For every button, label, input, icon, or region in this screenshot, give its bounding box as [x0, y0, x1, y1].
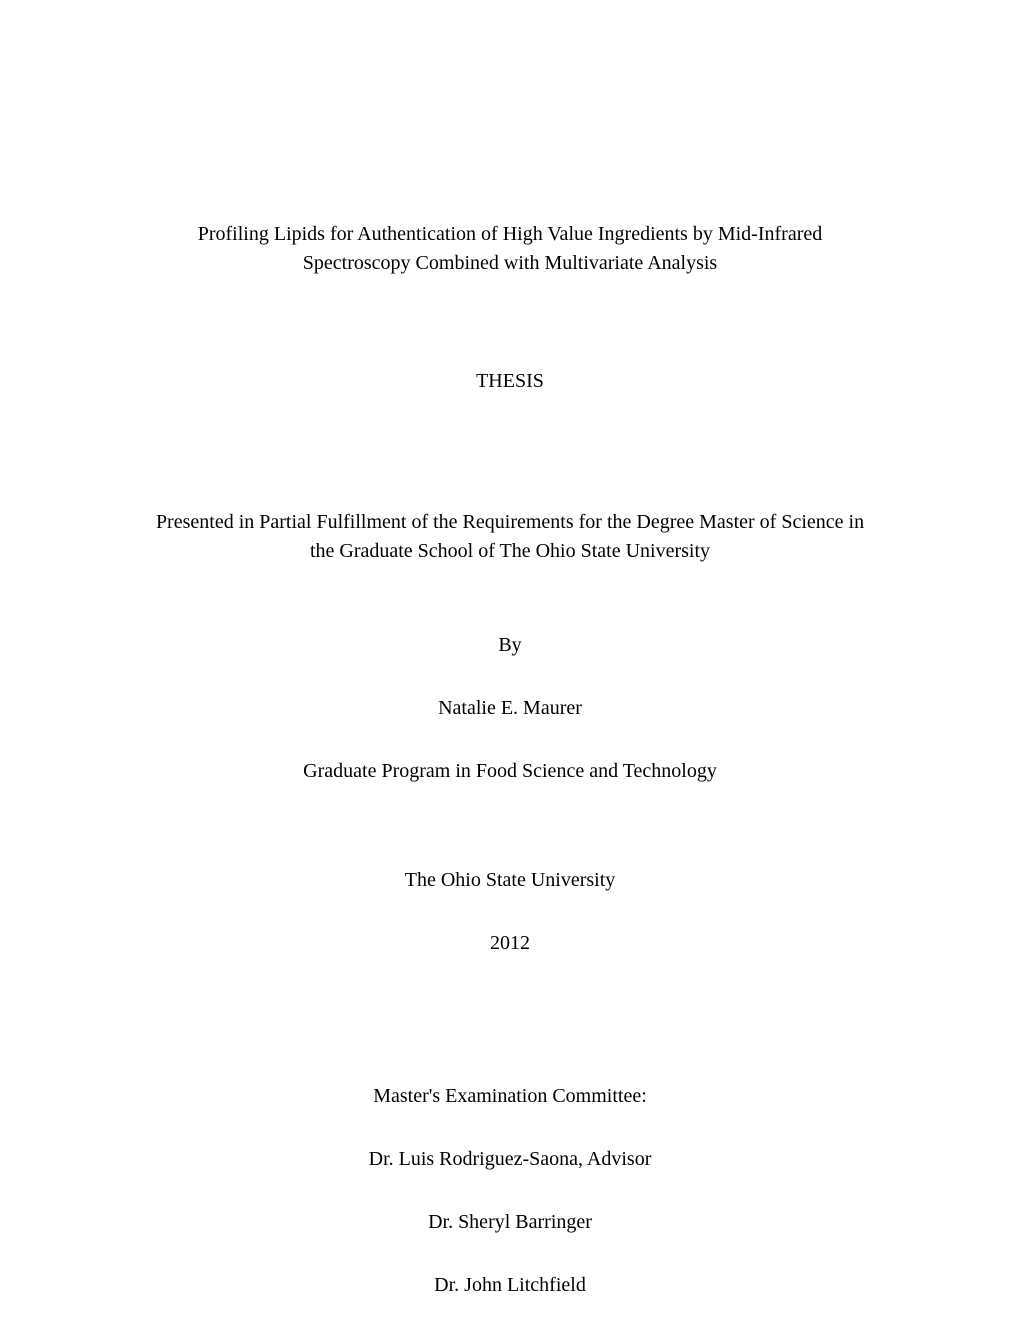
thesis-title-page: Profiling Lipids for Authentication of H…	[130, 220, 890, 1297]
university-name: The Ohio State University	[130, 869, 890, 892]
thesis-title: Profiling Lipids for Authentication of H…	[130, 220, 890, 278]
graduate-program: Graduate Program in Food Science and Tec…	[130, 760, 890, 783]
committee-member-2: Dr. John Litchfield	[130, 1274, 890, 1297]
fulfillment-line-2: the Graduate School of The Ohio State Un…	[130, 537, 890, 566]
year: 2012	[130, 932, 890, 955]
committee-advisor: Dr. Luis Rodriguez-Saona, Advisor	[130, 1148, 890, 1171]
thesis-label: THESIS	[130, 370, 890, 393]
fulfillment-statement: Presented in Partial Fulfillment of the …	[130, 508, 890, 566]
fulfillment-line-1: Presented in Partial Fulfillment of the …	[130, 508, 890, 537]
by-label: By	[130, 634, 890, 657]
author-name: Natalie E. Maurer	[130, 697, 890, 720]
title-line-1: Profiling Lipids for Authentication of H…	[130, 220, 890, 249]
committee-member-1: Dr. Sheryl Barringer	[130, 1211, 890, 1234]
committee-label: Master's Examination Committee:	[130, 1085, 890, 1108]
title-line-2: Spectroscopy Combined with Multivariate …	[130, 249, 890, 278]
